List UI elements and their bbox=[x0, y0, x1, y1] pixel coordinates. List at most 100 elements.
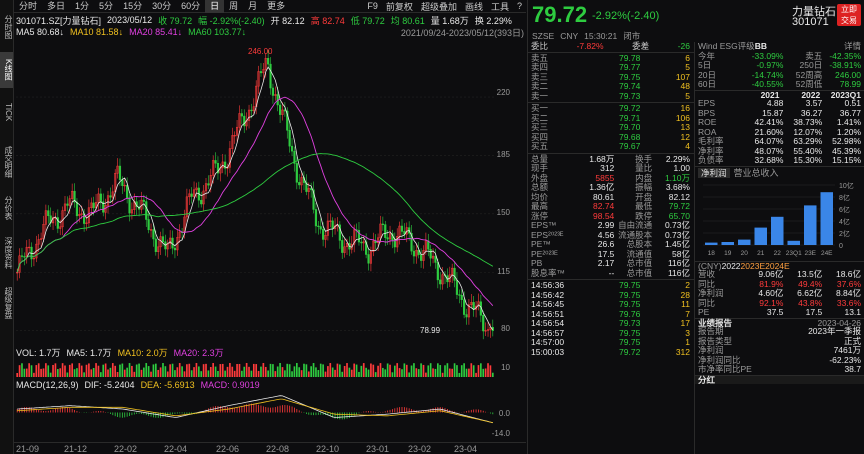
candle bbox=[40, 238, 43, 240]
candle bbox=[90, 202, 93, 208]
tool-price-table[interactable]: 分价表 bbox=[4, 196, 13, 220]
cell: -- bbox=[608, 267, 615, 278]
tick-list[interactable]: 14:56:36 79.75 2 14:56:42 79.75 28 14:56:45 79.… bbox=[527, 279, 694, 358]
volume-bar bbox=[152, 364, 155, 377]
volume-bar bbox=[42, 368, 45, 377]
xtick: 23-04 bbox=[454, 444, 478, 454]
profit-tabs: 净利润 营业总收入 bbox=[695, 165, 864, 179]
stat-row: 股息率™ -- 总市值 116亿 bbox=[531, 267, 690, 279]
tab-15min[interactable]: 15分 bbox=[123, 0, 143, 11]
help-icon[interactable]: ? bbox=[516, 1, 522, 11]
candle bbox=[274, 94, 277, 96]
candle bbox=[460, 294, 463, 300]
candle bbox=[467, 304, 470, 318]
x-axis: 21-09 21-12 22-02 22-04 22-06 22-08 22-1… bbox=[14, 442, 526, 454]
tool-detail[interactable]: 成交明细 bbox=[4, 146, 13, 178]
volume-bar bbox=[174, 370, 176, 377]
candle bbox=[142, 199, 145, 202]
volume-bar bbox=[453, 363, 456, 377]
kline-chart[interactable]: 220 185 150 115 80 246.00 78.99 bbox=[14, 39, 526, 346]
volume-bar bbox=[92, 367, 95, 377]
candle bbox=[238, 113, 241, 128]
volume-bar bbox=[104, 363, 107, 377]
tab-revenue[interactable]: 营业总收入 bbox=[733, 167, 779, 178]
tools-button[interactable]: 工具 bbox=[490, 1, 509, 12]
volume-bar bbox=[243, 366, 246, 377]
cell: 79.75 bbox=[619, 337, 641, 347]
candle bbox=[200, 199, 203, 205]
cell: -38.91% bbox=[829, 60, 862, 70]
candle bbox=[231, 135, 234, 149]
cell: 79.73 bbox=[619, 90, 641, 101]
volume-bar bbox=[319, 363, 322, 377]
xtick: 22-02 bbox=[114, 444, 138, 454]
bid-row: 买三 79.70 13 bbox=[531, 122, 690, 133]
macd-label: MACD(12,26,9) bbox=[16, 379, 79, 390]
volume-bar bbox=[295, 363, 298, 377]
tab-month[interactable]: 月 bbox=[248, 0, 258, 11]
volume-bar bbox=[28, 363, 30, 377]
cell: 总量 bbox=[531, 153, 549, 164]
tick-row: 14:56:54 79.73 17 bbox=[531, 318, 690, 329]
tab-5min[interactable]: 5分 bbox=[99, 0, 114, 11]
ask-row: 卖三 79.75 107 bbox=[531, 72, 690, 83]
stock-change: 幅 -2.92%(-2.40) bbox=[198, 15, 265, 26]
candle bbox=[388, 233, 392, 240]
tab-1min[interactable]: 1分 bbox=[75, 0, 90, 11]
candle bbox=[367, 254, 370, 264]
cell: 7461万 bbox=[833, 345, 861, 355]
dividend-row[interactable]: 分红 bbox=[695, 374, 864, 384]
tool-depth[interactable]: 深度资料 bbox=[4, 237, 13, 269]
cell: EPS²⁰²³ᴱ bbox=[531, 229, 564, 240]
volume-bar bbox=[80, 365, 83, 377]
report-header: 业绩报告 2023-04-26 bbox=[695, 317, 864, 328]
tab-multiday[interactable]: 多日 bbox=[47, 0, 66, 11]
cell: 买二 bbox=[531, 112, 549, 123]
fin-row: 毛利率 64.07% 63.29% 52.98% bbox=[698, 136, 861, 147]
ma-line: MA5 80.68↓ MA10 81.58↓ MA20 85.41↓ MA60 … bbox=[16, 26, 524, 38]
overlay-button[interactable]: 超级叠加 bbox=[420, 1, 457, 12]
tool-fenshi[interactable]: 分时图 bbox=[4, 15, 13, 39]
tool-kline[interactable]: K线图 bbox=[0, 52, 13, 88]
volume-bar bbox=[484, 368, 487, 377]
volume-bar bbox=[267, 370, 269, 377]
cell: 65.70 bbox=[668, 210, 690, 221]
stock-name: 力量钻石 bbox=[792, 6, 836, 18]
tab-fenshi[interactable]: 分时 bbox=[19, 0, 38, 11]
cell: 17.5 bbox=[805, 307, 823, 317]
volume-bar bbox=[205, 363, 207, 377]
tab-day[interactable]: 日 bbox=[205, 0, 225, 13]
tab-net-profit[interactable]: 净利润 bbox=[698, 167, 730, 178]
tab-60min[interactable]: 60分 bbox=[181, 0, 201, 11]
volume-bar bbox=[391, 372, 394, 377]
volume-bar bbox=[322, 364, 324, 377]
label: 委比 bbox=[531, 41, 549, 51]
volume-bar bbox=[417, 369, 420, 377]
volume-bar bbox=[362, 363, 365, 377]
fundamentals-panel: Wind ESG评级 BB 详情 今年 -33.09% 卖五 -42.35% 5日 -0.… bbox=[694, 41, 864, 454]
xtick: 21-09 bbox=[16, 444, 40, 454]
esg-detail-link[interactable]: 详情 bbox=[843, 41, 861, 51]
tab-more[interactable]: 更多 bbox=[267, 0, 286, 11]
cell: 市净率同比PE bbox=[698, 364, 752, 374]
trade-button-line2: 交易 bbox=[841, 16, 857, 25]
cell: 250日 bbox=[799, 60, 823, 70]
draw-button[interactable]: 画线 bbox=[464, 1, 483, 12]
tool-review[interactable]: 超级复盘 bbox=[4, 287, 13, 319]
candle bbox=[188, 193, 191, 198]
tool-tick[interactable]: TICK bbox=[4, 102, 13, 122]
volume-bar bbox=[260, 366, 262, 377]
volume-bar bbox=[54, 363, 57, 377]
cell: -0.97% bbox=[756, 60, 784, 70]
candle bbox=[68, 198, 71, 206]
tab-30min[interactable]: 30分 bbox=[152, 0, 172, 11]
volume-bar bbox=[202, 364, 205, 377]
trade-button[interactable]: 立即 交易 bbox=[837, 4, 861, 26]
xtick: 23-02 bbox=[408, 444, 432, 454]
tab-week[interactable]: 周 bbox=[229, 0, 239, 11]
volume-bar bbox=[109, 367, 112, 377]
adjust-button[interactable]: 前复权 bbox=[385, 1, 413, 12]
f9-button[interactable]: F9 bbox=[367, 1, 378, 11]
volume-bar bbox=[33, 372, 35, 377]
cell: 6 bbox=[685, 52, 690, 63]
